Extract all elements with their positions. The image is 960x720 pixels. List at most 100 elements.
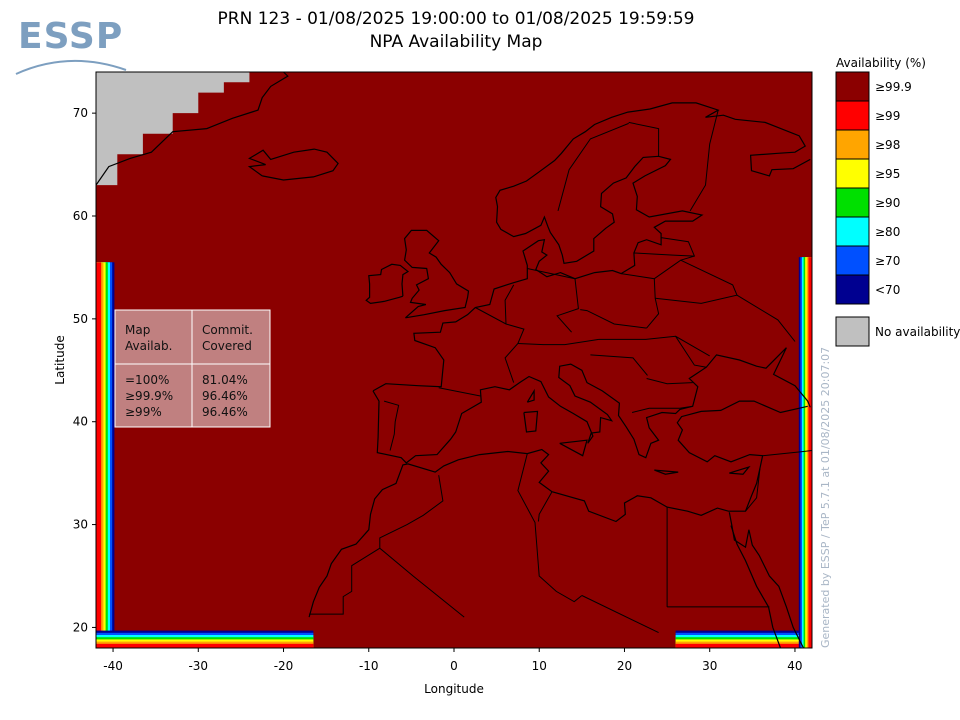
country-border: [517, 453, 583, 603]
coastline: [526, 388, 535, 403]
legend-label: ≥90: [875, 196, 900, 210]
coastline: [654, 469, 679, 475]
coastline: [730, 525, 782, 649]
country-border: [580, 309, 647, 329]
table-header: Commit.: [202, 323, 253, 337]
country-border: [689, 109, 719, 212]
legend-label: ≥99: [875, 109, 900, 123]
country-border: [633, 252, 695, 257]
credit-text: Generated by ESSP / TeP 5.7.1 at 01/08/2…: [819, 347, 832, 648]
legend-swatch: [835, 71, 870, 102]
table-cell: ≥99%: [125, 405, 162, 419]
country-border: [475, 307, 525, 383]
country-border: [383, 400, 400, 451]
legend-label: ≥70: [875, 254, 900, 268]
country-border: [504, 284, 515, 325]
coastline: [523, 410, 539, 433]
country-border: [537, 491, 553, 522]
coastline: [372, 102, 811, 392]
coverage-table: Map Availab. Commit. Covered =100% 81.04% ≥99.…: [114, 309, 271, 428]
y-tick-label: 20: [73, 620, 88, 634]
table-header: Covered: [202, 339, 252, 353]
country-border: [654, 259, 738, 296]
legend: Availability (%) ≥99.9 ≥99 ≥98 ≥95 ≥90 ≥80 ≥70 <…: [835, 56, 960, 347]
south-east-edge-band: [675, 643, 812, 648]
y-tick-label: 50: [73, 312, 88, 326]
country-border: [745, 467, 761, 512]
table-cell: 81.04%: [202, 373, 248, 387]
legend-swatch: [835, 245, 870, 276]
x-tick-label: 30: [702, 659, 717, 673]
x-tick-label: 20: [617, 659, 632, 673]
country-border: [598, 335, 710, 357]
legend-swatch: [835, 129, 870, 160]
legend-label: ≥95: [875, 167, 900, 181]
plot-area: [96, 72, 812, 648]
y-tick-label: 60: [73, 209, 88, 223]
table-header: Availab.: [125, 339, 172, 353]
essp-logo: ESSP: [14, 10, 132, 80]
x-axis-label: Longitude: [424, 682, 484, 696]
x-tick-label: 40: [787, 659, 802, 673]
table-header: Map: [125, 323, 150, 337]
country-border: [438, 387, 481, 397]
country-border: [655, 294, 796, 342]
coastline: [728, 512, 805, 649]
legend-swatch: [835, 216, 870, 247]
country-border: [631, 405, 693, 413]
south-west-edge-band: [96, 643, 314, 648]
country-border: [646, 378, 693, 385]
country-border: [628, 121, 660, 157]
x-tick-label: -40: [103, 659, 123, 673]
coastline: [308, 400, 808, 618]
coastline: [95, 71, 289, 186]
country-border: [557, 122, 629, 212]
table-cell: =100%: [125, 373, 169, 387]
east-edge-band: [808, 257, 812, 648]
table-cell: ≥99.9%: [125, 389, 173, 403]
chart-title: PRN 123 - 01/08/2025 19:00:00 to 01/08/2…: [217, 9, 695, 29]
no-availability-region: [96, 72, 250, 186]
legend-label: ≥99.9: [875, 80, 912, 94]
legend-swatch-no-availability: [835, 316, 870, 347]
coastline: [372, 347, 811, 464]
x-tick-label: -30: [188, 659, 208, 673]
legend-swatch: [835, 100, 870, 131]
x-tick-label: 0: [450, 659, 458, 673]
y-axis-label: Latitude: [53, 335, 67, 384]
coastline: [365, 263, 410, 305]
coastline: [559, 439, 588, 457]
legend-label: ≥80: [875, 225, 900, 239]
country-border: [556, 278, 579, 333]
coastline: [247, 148, 339, 181]
legend-title: Availability (%): [836, 56, 926, 70]
country-border: [661, 237, 696, 261]
legend-label: <70: [875, 283, 900, 297]
y-tick-label: 70: [73, 106, 88, 120]
logo-text: ESSP: [18, 16, 124, 57]
country-border: [581, 595, 659, 634]
west-edge-band: [96, 262, 102, 648]
legend-swatch: [835, 274, 870, 305]
y-tick-label: 30: [73, 518, 88, 532]
x-tick-label: -10: [359, 659, 379, 673]
chart-subtitle: NPA Availability Map: [369, 32, 543, 52]
x-tick-label: -20: [274, 659, 294, 673]
y-tick-label: 40: [73, 415, 88, 429]
table-cell: 96.46%: [202, 405, 248, 419]
x-tick-label: 10: [532, 659, 547, 673]
axes: -40 -30 -20 -10 0 10 20 30 40 20 30 40 50 60 70 Longitu…: [53, 71, 813, 696]
coastline-map: [95, 71, 813, 649]
country-border: [517, 338, 599, 346]
legend-swatch: [835, 158, 870, 189]
legend-label-no-availability: No availability: [875, 325, 960, 339]
logo-swoosh-icon: [15, 59, 127, 75]
legend-swatch: [835, 187, 870, 218]
coastline: [729, 465, 751, 475]
country-border: [379, 547, 465, 618]
country-border: [590, 354, 648, 376]
country-border: [762, 450, 813, 457]
coastline: [403, 229, 470, 319]
country-border: [527, 268, 576, 280]
